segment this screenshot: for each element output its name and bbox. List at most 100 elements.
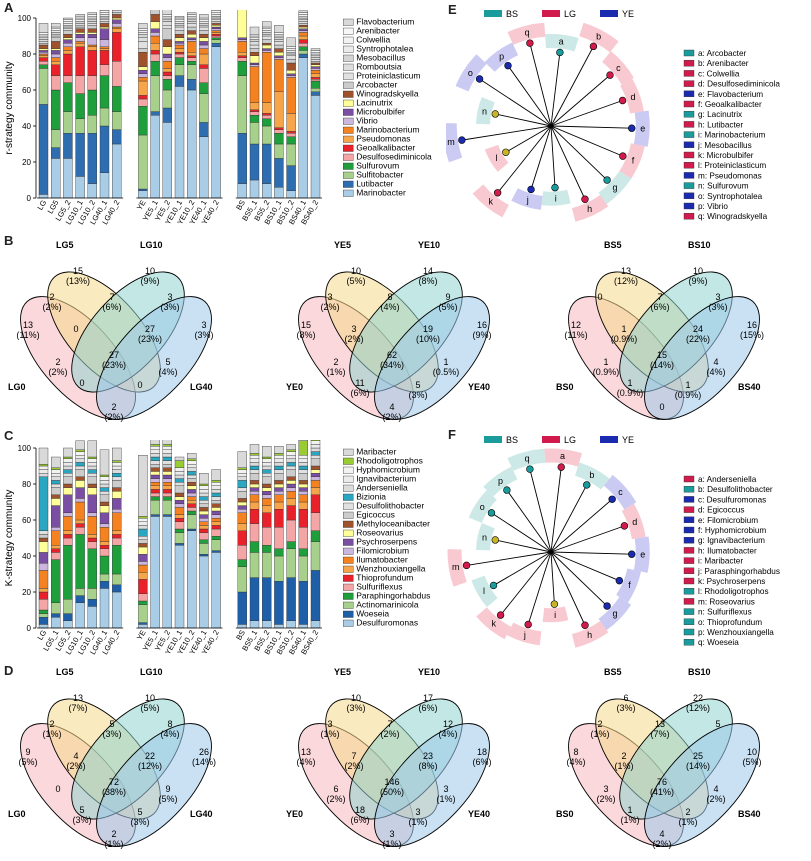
radial-letter: b [596, 32, 601, 42]
venn-region-percent: (2%) [380, 729, 399, 739]
venn-set-label: LG0 [8, 809, 26, 819]
bar-segment [162, 107, 173, 123]
venn-region-count: 1 [627, 805, 632, 815]
bar-segment [274, 458, 284, 463]
bar-segment [162, 482, 173, 487]
legend-swatch [683, 60, 695, 67]
radial-point [504, 61, 512, 70]
bar-segment [186, 37, 197, 40]
bar-segment [249, 508, 260, 524]
bar-segment [298, 24, 308, 28]
venn-region-count: 0 [73, 324, 78, 334]
bar-segment [211, 552, 221, 629]
radial-point [487, 509, 496, 517]
bar-segment [286, 136, 296, 145]
bar-segment [138, 624, 148, 629]
bar-segment [174, 41, 185, 44]
bar-segment [38, 464, 49, 467]
radial-point [526, 465, 534, 473]
bar-segment [262, 458, 272, 463]
radial-letter: m [452, 562, 460, 572]
radial-letter: n [482, 107, 487, 117]
bar-segment [199, 24, 209, 28]
bar-segment [38, 588, 49, 593]
venn-region-count: 2 [621, 751, 626, 761]
bar-segment [186, 30, 197, 35]
bar-segment [51, 64, 61, 76]
bar-segment [174, 532, 185, 544]
bar-segment [286, 483, 296, 488]
bar-segment [38, 447, 49, 465]
venn-region-percent: (13%) [66, 276, 90, 286]
legend-label: Paraphingorhabdus [356, 591, 430, 601]
legend-swatch [683, 577, 695, 585]
bar-segment [262, 113, 272, 116]
bar-segment [186, 478, 197, 483]
bar-segment [111, 498, 122, 510]
bar-segment [138, 546, 148, 555]
bar-segment [274, 37, 284, 40]
bar-segment [174, 471, 185, 476]
legend-swatch [484, 436, 502, 443]
venn-set-label: BS10 [688, 240, 711, 250]
bar-segment [87, 46, 98, 51]
bar-segment [262, 483, 272, 488]
bar-segment [162, 21, 173, 26]
bar-segment [274, 132, 284, 145]
legend-swatch [683, 475, 695, 483]
bar-segment [99, 505, 110, 513]
bar-segment [75, 487, 85, 499]
venn-set-ellipse [374, 723, 490, 847]
bar-segment [38, 41, 49, 44]
venn-region-percent: (6%) [350, 815, 369, 825]
bar-segment [63, 473, 73, 478]
bar-segment [99, 19, 110, 22]
bar-segment [211, 10, 221, 13]
legend-label: i: Marinobacterium [698, 131, 766, 140]
bar-segment [249, 620, 260, 629]
legend-label: Ilumatobacter [356, 555, 408, 565]
bar-segment [310, 70, 321, 75]
bar-segment [51, 32, 61, 35]
legend-label: f: Geoalkalibacter [698, 100, 762, 109]
bar-segment [174, 86, 185, 199]
bar-segment [138, 105, 148, 136]
legend-swatch [343, 448, 354, 456]
radial-letter: o [468, 68, 473, 78]
bar-segment [298, 28, 308, 31]
bar-segment [199, 14, 209, 19]
bar-segment [262, 577, 272, 622]
bar-segment [199, 68, 209, 84]
legend-label: d: Egicoccus [698, 506, 744, 515]
bar-segment [150, 444, 160, 447]
legend-label: Sulfurovum [356, 161, 399, 171]
radial-point [489, 581, 498, 590]
legend-swatch [343, 180, 354, 188]
legend-label: Bizionia [356, 492, 386, 502]
bar-segment [174, 507, 185, 515]
bar-segment [186, 14, 197, 17]
bar-segment [274, 487, 284, 492]
bar-segment [87, 17, 98, 20]
venn-region-percent: (3%) [160, 302, 179, 312]
venn-region-percent: (5%) [742, 757, 761, 767]
bar-segment [51, 526, 61, 531]
venn-set-label: LG10 [140, 667, 163, 677]
bar-segment [174, 460, 185, 469]
radial-letter: k [488, 196, 493, 206]
venn-region-count: 22 [145, 751, 155, 761]
radial-spoke [466, 551, 552, 566]
venn-region-count: 10 [145, 693, 155, 703]
radial-sector [483, 466, 518, 497]
venn-region-count: 1 [627, 378, 632, 388]
bar-segment [138, 543, 148, 548]
venn-region-count: 3 [167, 292, 172, 302]
radial-spoke [550, 125, 586, 200]
bar-segment [211, 10, 221, 11]
bar-segment [211, 30, 221, 33]
bar-segment [274, 453, 284, 456]
bar-segment [99, 449, 110, 476]
radial-sector [511, 188, 543, 210]
radial-letter: h [587, 204, 592, 214]
bar-segment [249, 52, 260, 57]
